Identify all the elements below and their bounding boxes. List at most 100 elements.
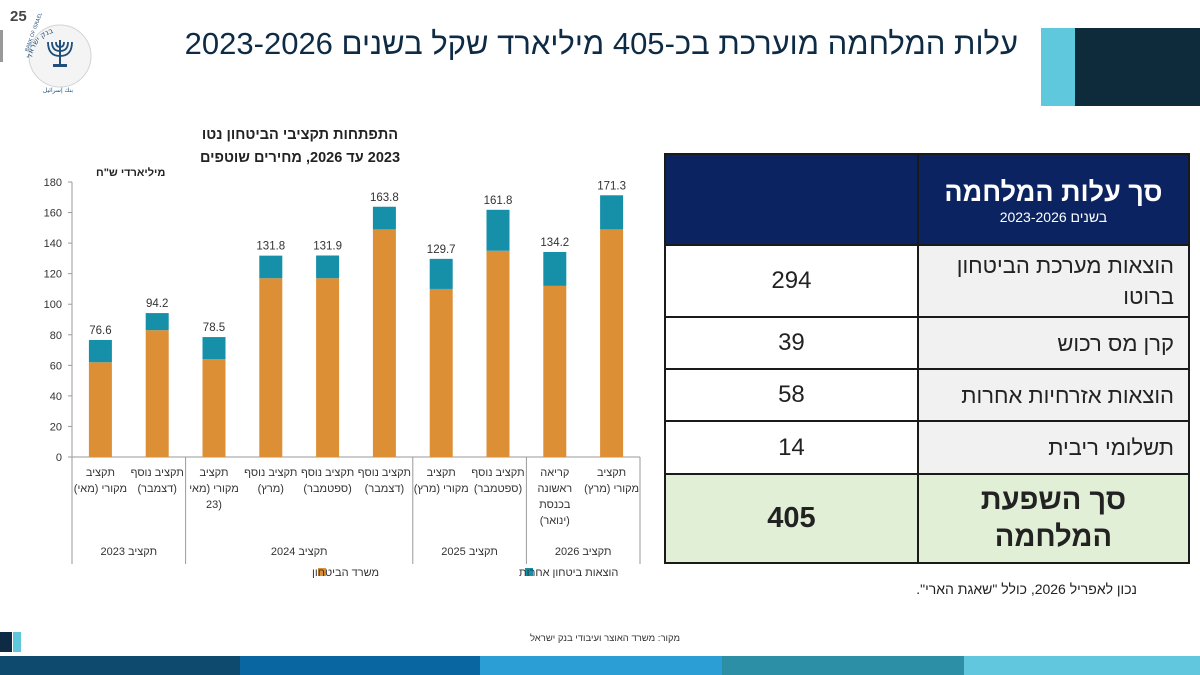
category-label: קריאה: [540, 467, 569, 479]
category-label: (מרץ): [258, 483, 284, 495]
row-value: 58: [664, 368, 919, 422]
group-label: תקציב 2026: [555, 546, 612, 558]
bar-total-label: 134.2: [540, 237, 569, 249]
category-label: מקורי (מאי: [189, 483, 239, 495]
y-tick-label: 180: [44, 177, 62, 189]
group-label: תקציב 2024: [271, 546, 328, 558]
footer-color-bar: [0, 656, 1200, 675]
legend-label-defense-ministry: משרד הביטחון: [312, 567, 379, 579]
war-cost-table: סך עלות המלחמה בשנים 2023-2026 הוצאות מע…: [664, 153, 1191, 564]
y-tick-label: 0: [56, 452, 62, 464]
table-row: תשלומי ריבית 14: [664, 420, 1191, 475]
bar-other-defense: [429, 258, 453, 289]
category-label: מקורי (מרץ): [584, 483, 639, 495]
chart-title: התפתחות תקציבי הביטחון נטו 2023 עד 2026,…: [130, 124, 470, 170]
row-label: הוצאות מערכת הביטחון ברוטו: [916, 244, 1191, 318]
category-label: תקציב נוסף: [471, 467, 524, 479]
y-tick-label: 80: [50, 330, 62, 342]
chart-title-line2: 2023 עד 2026, מחירים שוטפים: [199, 150, 401, 166]
footer-strip: [0, 656, 240, 675]
y-axis-label: מיליארדי ש"ח: [96, 166, 165, 179]
category-label: מקורי (מרץ): [414, 483, 469, 495]
bar-total-label: 171.3: [597, 180, 626, 192]
logo-arabic-text: بنك إسرائيل: [43, 87, 73, 94]
row-label: קרן מס רכוש: [916, 316, 1191, 370]
category-label: (ינואר): [540, 515, 570, 527]
y-tick-label: 140: [44, 238, 62, 250]
category-label: תקציב נוסף: [358, 467, 411, 479]
bar-other-defense: [88, 339, 112, 363]
defense-budget-chart: מיליארדי ש"ח 0 20 40 60 80 100 120 140 160 180 76.6…: [44, 166, 641, 579]
bar-defense-ministry: [543, 285, 567, 457]
table-total-row: סך השפעת המלחמה 405: [664, 473, 1191, 564]
y-tick-label: 160: [44, 208, 62, 220]
footer-strip: [964, 656, 1200, 675]
bar-other-defense: [202, 337, 226, 360]
category-label: תקציב: [86, 467, 115, 479]
category-label: מקורי (מאי): [74, 483, 127, 495]
footer-strip: [480, 656, 722, 675]
legend-swatch-other-defense: [525, 568, 533, 576]
title-accent-light: [1041, 28, 1075, 106]
category-label: תקציב: [199, 467, 228, 479]
table-header-row: סך עלות המלחמה בשנים 2023-2026: [664, 153, 1191, 246]
y-tick-label: 40: [50, 391, 62, 403]
table-header-title: סך עלות המלחמה: [944, 176, 1163, 207]
bar-total-label: 94.2: [146, 298, 168, 310]
legend-label-other-defense: הוצאות ביטחון אחרות: [519, 567, 618, 579]
category-label: (ספטמבר): [303, 483, 351, 495]
bar-defense-ministry: [486, 250, 510, 457]
footnote: נכון לאפריל 2026, כולל "שאגת הארי".: [916, 581, 1137, 597]
bar-total-label: 163.8: [370, 192, 399, 204]
row-value: 294: [664, 244, 919, 318]
row-label: תשלומי ריבית: [916, 420, 1191, 475]
bar-other-defense: [259, 255, 283, 279]
category-label: תקציב: [427, 467, 456, 479]
total-label: סך השפעת המלחמה: [916, 473, 1191, 564]
table-row: קרן מס רכוש 39: [664, 316, 1191, 370]
group-label: תקציב 2023: [100, 546, 157, 558]
table-row: הוצאות מערכת הביטחון ברוטו 294: [664, 244, 1191, 318]
category-label: ראשונה: [537, 483, 572, 495]
footer-strip: [722, 656, 964, 675]
bar-defense-ministry: [202, 359, 226, 457]
category-label: תקציב נוסף: [301, 467, 354, 479]
footer-mark-light: [13, 632, 21, 652]
category-label: (דצמבר): [137, 483, 176, 495]
bar-other-defense: [372, 206, 396, 230]
bank-of-israel-logo: בנק ישראל BANK OF ISRAEL بنك إسرائيل: [24, 12, 92, 94]
bar-defense-ministry: [88, 362, 112, 457]
group-label: תקציב 2025: [441, 546, 498, 558]
page-title: עלות המלחמה מוערכת בכ-405 מיליארד שקל בש…: [184, 26, 1018, 61]
page-number: 25: [10, 8, 27, 25]
row-label: הוצאות אזרחיות אחרות: [916, 368, 1191, 422]
title-accent-dark: [1075, 28, 1200, 106]
table-header-subtitle: בשנים 2023-2026: [999, 208, 1108, 225]
category-label: תקציב נוסף: [131, 467, 184, 479]
category-label: (ספטמבר): [474, 483, 522, 495]
bar-other-defense: [600, 195, 624, 230]
bar-other-defense: [145, 313, 169, 331]
left-edge-mark: [0, 30, 3, 62]
footer-mark-dark: [0, 632, 12, 652]
table-header-blank: [664, 153, 919, 246]
bar-defense-ministry: [259, 278, 283, 457]
bar-total-label: 131.8: [256, 241, 285, 253]
y-tick-label: 60: [50, 360, 62, 372]
source-note: מקור: משרד האוצר ועיבודי בנק ישראל: [529, 633, 681, 644]
bar-total-label: 76.6: [89, 325, 111, 337]
category-label: (23: [206, 499, 222, 511]
bar-total-label: 131.9: [313, 240, 342, 252]
chart-title-line1: התפתחות תקציבי הביטחון נטו: [201, 127, 399, 143]
category-label: תקציב: [597, 467, 626, 479]
table-row: הוצאות אזרחיות אחרות 58: [664, 368, 1191, 422]
category-label: (דצמבר): [365, 483, 404, 495]
footer-strip: [240, 656, 480, 675]
bar-defense-ministry: [145, 330, 169, 457]
bar-total-label: 161.8: [484, 195, 513, 207]
bar-other-defense: [316, 255, 340, 279]
category-label: תקציב נוסף: [244, 467, 297, 479]
menorah-icon: [47, 40, 73, 67]
bar-defense-ministry: [429, 288, 453, 457]
y-tick-label: 100: [44, 299, 62, 311]
